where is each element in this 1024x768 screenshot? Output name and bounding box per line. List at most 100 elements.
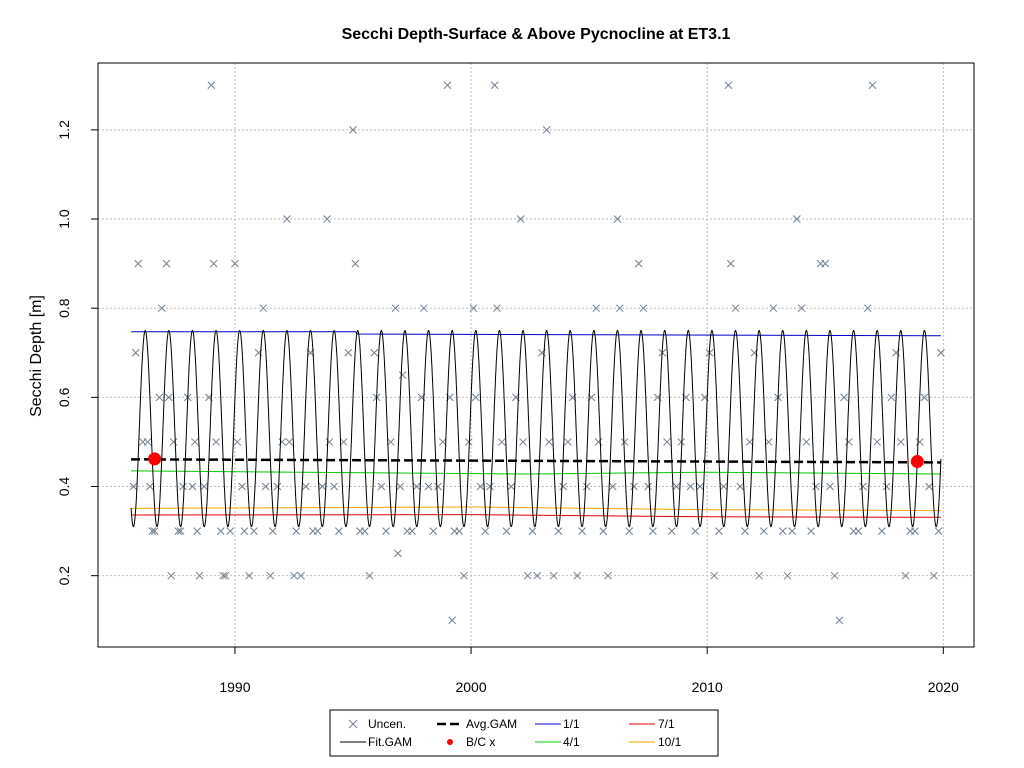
bc-point (148, 452, 162, 466)
observation-marker (901, 571, 910, 580)
observation-marker (863, 304, 872, 313)
observation-marker (691, 527, 700, 535)
observation-marker (896, 438, 905, 446)
observation-marker (266, 571, 275, 580)
observation-marker (845, 438, 853, 446)
observation-marker (859, 482, 867, 491)
fit-gam-line (130, 329, 942, 528)
observation-marker (157, 304, 166, 313)
observation-marker (398, 371, 407, 379)
legend: Uncen. Fit.GAM Avg.GAM B/C x 1/1 4/1 7/1 (329, 709, 719, 757)
observation-marker (802, 438, 811, 446)
observation-marker (807, 527, 815, 535)
observation-marker (599, 527, 608, 535)
observation-marker (382, 527, 390, 535)
observation-marker (582, 482, 591, 491)
observation-marker (594, 438, 603, 446)
avg-gam-line (131, 458, 941, 464)
observation-marker (464, 438, 473, 446)
observation-marker (216, 527, 225, 535)
observation-marker (460, 571, 468, 580)
legend-symbol-uncen-b (348, 719, 358, 729)
x-tick-label: 2020 (928, 679, 959, 695)
observation-marker (134, 259, 142, 268)
y-tick-label: 0.6 (56, 387, 72, 407)
observation-marker (788, 527, 797, 535)
observation-marker (549, 571, 558, 580)
observation-marker (516, 215, 525, 223)
observation-marker (408, 527, 416, 535)
y-tick-label: 0.4 (56, 477, 72, 497)
y-tick-label: 1.0 (56, 209, 72, 229)
observation-marker (726, 259, 735, 268)
observation-marker (164, 393, 173, 402)
legend-label-bc: B/C x (466, 735, 495, 749)
observation-marker (715, 527, 723, 535)
legend-label-avg-gam: Avg.GAM (466, 717, 517, 731)
observation-marker (476, 482, 485, 491)
y-axis: 0.2 0.4 0.6 0.8 1.0 1.2 (56, 120, 99, 586)
observation-marker (630, 482, 638, 491)
legend-item-uncen: Uncen. (348, 717, 406, 731)
observation-marker (625, 527, 634, 535)
observation-marker (821, 259, 830, 268)
chart-title: Secchi Depth-Surface & Above Pycnocline … (342, 26, 731, 43)
observation-marker (911, 527, 919, 535)
observation-marker (285, 438, 294, 446)
observation-marker (129, 482, 138, 491)
observation-marker (564, 438, 572, 446)
observation-marker (148, 527, 157, 535)
observation-marker (146, 482, 154, 491)
observation-marker (741, 527, 749, 535)
observation-marker (873, 438, 882, 446)
observation-marker (226, 527, 235, 535)
legend-label-4-1: 4/1 (563, 735, 580, 749)
observation-marker (486, 482, 494, 491)
observation-marker (344, 348, 353, 357)
observation-marker (249, 527, 258, 535)
observation-marker (493, 304, 501, 313)
observation-marker (200, 482, 209, 491)
observation-marker (143, 438, 152, 446)
observation-marker (559, 482, 568, 491)
x-axis: 1990 2000 2010 2020 (219, 646, 959, 695)
legend-item-7-1: 7/1 (629, 717, 675, 731)
observation-marker (438, 438, 447, 446)
observation-marker (686, 482, 695, 491)
observation-marker (826, 482, 834, 491)
observation-marker (419, 304, 428, 313)
observation-marker (760, 527, 768, 535)
legend-item-fit-gam: Fit.GAM (340, 735, 412, 749)
legend-box (329, 709, 719, 757)
observation-marker (578, 527, 586, 535)
observation-marker (934, 527, 943, 535)
observation-marker (131, 348, 140, 357)
observation-marker (502, 527, 511, 535)
observation-marker (233, 438, 242, 446)
observation-marker (811, 482, 820, 491)
observation-marker (878, 527, 886, 535)
observation-marker (615, 304, 624, 313)
observation-marker (313, 527, 322, 535)
observation-marker (150, 527, 159, 535)
observation-marker (434, 482, 442, 491)
legend-label-10-1: 10/1 (658, 735, 682, 749)
series-line-4-1 (131, 470, 941, 475)
observation-marker (259, 304, 268, 313)
observation-marker (394, 549, 402, 558)
observation-marker (608, 482, 617, 491)
observation-marker (542, 126, 551, 134)
observation-marker (840, 393, 848, 402)
observation-marker (297, 571, 305, 580)
observation-marker (769, 304, 778, 313)
observation-marker (634, 259, 643, 268)
observation-marker (443, 81, 452, 90)
legend-item-1-1: 1/1 (535, 717, 580, 731)
legend-label-fit-gam: Fit.GAM (368, 735, 412, 749)
observation-marker (783, 571, 792, 580)
observation-marker (882, 482, 891, 491)
observation-marker (365, 571, 374, 580)
y-tick-label: 0.2 (56, 566, 72, 586)
legend-item-bc: B/C x (447, 735, 495, 749)
